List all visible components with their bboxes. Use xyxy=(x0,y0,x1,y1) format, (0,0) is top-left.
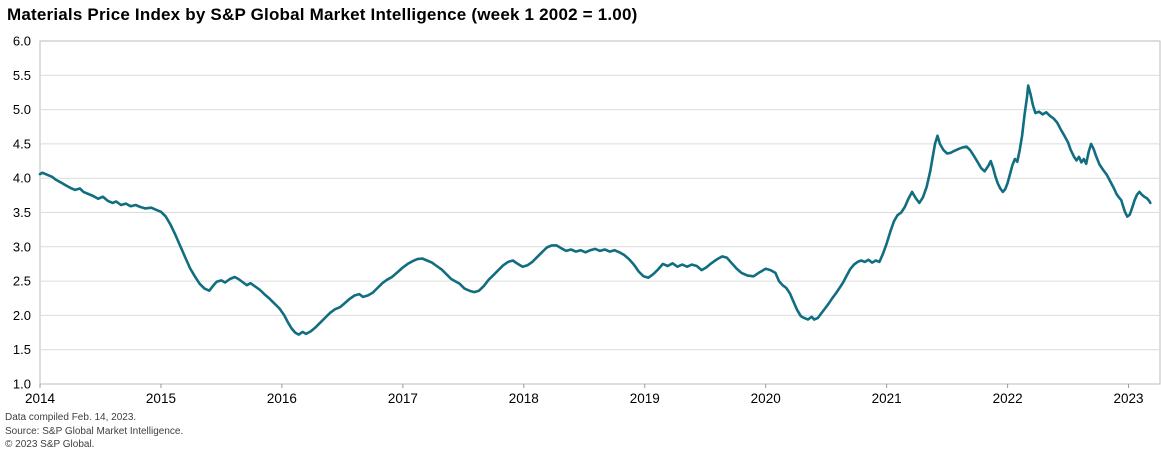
x-axis-label: 2014 xyxy=(25,391,56,406)
x-axis-label: 2021 xyxy=(872,391,902,406)
x-axis-label: 2023 xyxy=(1114,391,1144,406)
x-axis-label: 2020 xyxy=(751,391,781,406)
x-axis-label: 2016 xyxy=(267,391,297,406)
y-axis-label: 2.5 xyxy=(13,274,31,289)
y-axis-label: 6.0 xyxy=(13,34,31,49)
footnote-data-compiled: Data compiled Feb. 14, 2023. xyxy=(5,412,137,423)
chart-title: Materials Price Index by S&P Global Mark… xyxy=(7,5,638,24)
price-index-line xyxy=(38,84,1152,336)
y-axis-label: 2.0 xyxy=(13,308,31,323)
x-axis-label: 2022 xyxy=(993,391,1023,406)
x-axis-label: 2015 xyxy=(146,391,176,406)
y-axis-label: 1.5 xyxy=(13,342,31,357)
footnote-source: Source: S&P Global Market Intelligence. xyxy=(5,425,184,437)
y-axis-label: 4.0 xyxy=(13,171,31,186)
y-axis-label: 3.0 xyxy=(13,239,31,254)
y-axis-label: 1.0 xyxy=(13,377,31,392)
chart-footnotes: Data compiled Feb. 14, 2023. Source: S&P… xyxy=(5,411,183,452)
y-axis-label: 4.5 xyxy=(13,136,31,151)
y-axis-label: 3.5 xyxy=(13,205,31,220)
x-axis-label: 2018 xyxy=(509,391,539,406)
x-axis-label: 2019 xyxy=(630,391,660,406)
x-axis-label: 2017 xyxy=(388,391,418,406)
footnote-copyright: © 2023 S&P Global. xyxy=(5,439,95,450)
y-axis-label: 5.5 xyxy=(13,68,31,83)
y-axis-label: 5.0 xyxy=(13,102,31,117)
